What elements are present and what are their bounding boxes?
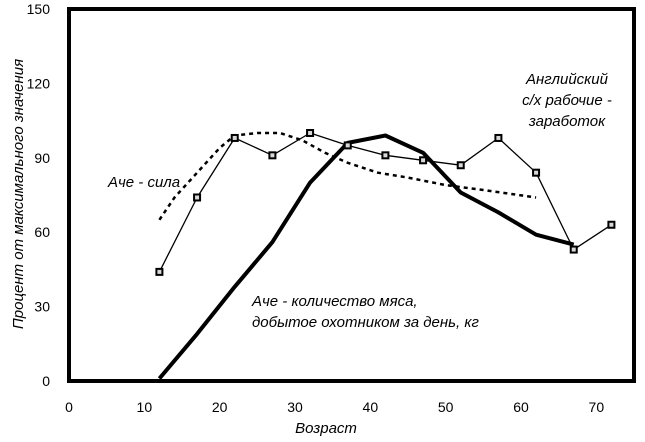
data-point-marker	[155, 267, 164, 276]
x-tick-label: 20	[212, 399, 228, 415]
x-tick-label: 40	[363, 399, 379, 415]
x-tick-label: 10	[137, 399, 153, 415]
x-tick-label: 30	[287, 399, 303, 415]
y-tick-label: 150	[27, 1, 51, 17]
data-point-marker	[494, 133, 503, 142]
data-point-marker	[268, 151, 277, 160]
x-tick-label: 50	[438, 399, 454, 415]
meat-series-label: Аче - количество мяса,	[251, 293, 418, 310]
earnings-series-label: заработок	[528, 113, 606, 130]
data-point-marker	[193, 193, 202, 202]
data-point-marker	[306, 129, 315, 137]
y-tick-label: 90	[34, 150, 50, 166]
data-point-marker	[381, 151, 390, 160]
y-tick-label: 60	[34, 224, 50, 240]
y-axis-label: Процент от максимального значения	[10, 59, 27, 329]
data-point-marker	[343, 141, 352, 150]
earnings-series-label: Английский	[525, 71, 609, 88]
x-tick-label: 70	[589, 399, 605, 415]
meat-series-line	[157, 133, 575, 380]
data-point-marker	[419, 156, 428, 165]
y-tick-label: 0	[42, 373, 50, 389]
meat-series-label: добытое охотником за день, кг	[252, 314, 479, 331]
data-point-marker	[456, 161, 465, 170]
earnings-series-label: с/х рабочие -	[522, 92, 612, 109]
plot-frame	[67, 7, 636, 383]
data-point-marker	[569, 245, 578, 254]
strength-series-label: Аче - сила	[107, 174, 180, 191]
data-point-marker	[230, 133, 239, 142]
data-point-marker	[532, 168, 541, 177]
x-tick-label: 0	[65, 399, 73, 415]
y-tick-label: 30	[34, 299, 50, 315]
strength-series-line	[158, 131, 537, 221]
y-tick-label: 120	[27, 75, 51, 91]
data-point-marker	[607, 220, 616, 229]
x-axis-label: Возраст	[295, 420, 357, 437]
x-tick-label: 60	[513, 399, 529, 415]
